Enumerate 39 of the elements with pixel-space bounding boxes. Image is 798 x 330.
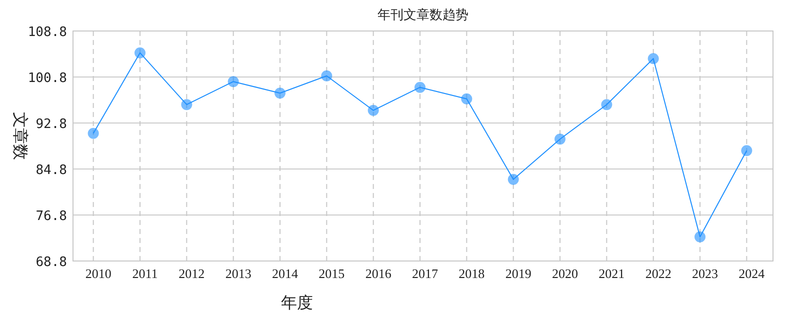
y-tick-label: 108.8	[28, 25, 67, 40]
x-tick-label: 2016	[365, 266, 392, 281]
y-axis-title: 文章数	[11, 112, 29, 160]
x-axis-title: 年度	[281, 294, 313, 312]
point	[741, 145, 752, 156]
point	[321, 70, 332, 82]
x-tick-label: 2020	[552, 266, 578, 281]
point	[88, 128, 99, 139]
y-tick-label: 76.8	[36, 209, 67, 224]
x-tick-label: 2017	[412, 266, 438, 281]
x-tick-label: 2023	[692, 266, 718, 281]
x-tick-label: 2011	[132, 266, 158, 281]
x-tick-label: 2018	[458, 266, 485, 281]
point	[181, 99, 192, 110]
point	[228, 76, 239, 88]
x-tick-label: 2010	[85, 266, 112, 281]
point	[554, 134, 566, 145]
x-tick-label: 2013	[225, 266, 252, 281]
point	[274, 88, 286, 99]
point	[508, 174, 519, 185]
x-tick-label: 2024	[738, 266, 766, 281]
y-tick-label: 84.8	[36, 163, 67, 178]
x-tick-label: 2014	[272, 266, 298, 281]
x-tick-label: 2019	[505, 266, 532, 281]
x-tick-label: 2021	[598, 266, 625, 281]
point	[134, 47, 146, 58]
point	[648, 53, 659, 64]
point	[601, 99, 612, 110]
point	[368, 104, 379, 116]
x-tick-label: 2022	[645, 266, 672, 281]
chart-title: 年刊文章数趋势	[378, 7, 468, 22]
x-tick-label: 2012	[178, 266, 205, 281]
y-tick-label: 92.8	[36, 117, 67, 132]
point	[461, 93, 472, 104]
y-tick-label: 68.8	[36, 255, 67, 270]
point	[694, 231, 706, 242]
point	[414, 82, 426, 93]
y-tick-label: 100.8	[28, 71, 67, 86]
x-tick-label: 2015	[318, 266, 345, 281]
